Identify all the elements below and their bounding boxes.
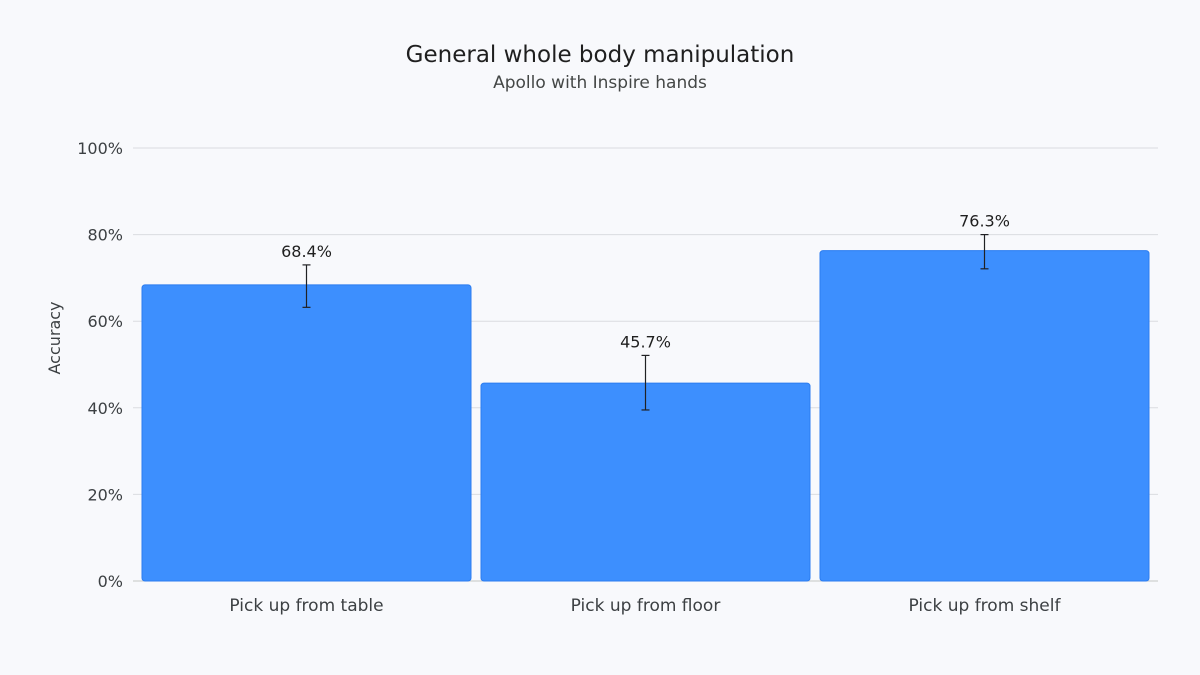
bars <box>141 250 1150 582</box>
bar <box>480 382 811 582</box>
data-labels: 68.4% 45.7% 76.3% <box>281 212 1010 352</box>
y-tick-label: 80% <box>87 226 123 245</box>
error-bar <box>302 264 311 308</box>
error-bars <box>302 234 989 411</box>
y-tick-label: 20% <box>87 485 123 504</box>
y-tick-label: 0% <box>98 572 123 591</box>
data-label: 76.3% <box>959 212 1010 231</box>
y-tick-label: 60% <box>87 312 123 331</box>
y-axis-label: Accuracy <box>45 301 64 374</box>
y-axis-ticks: 0% 20% 40% 60% 80% 100% <box>77 139 123 591</box>
data-label: 68.4% <box>281 242 332 261</box>
data-label: 45.7% <box>620 332 671 351</box>
x-axis-categories: Pick up from table Pick up from floor Pick… <box>229 596 1061 616</box>
x-category-label: Pick up from shelf <box>909 596 1062 616</box>
y-tick-label: 40% <box>87 399 123 418</box>
error-bar <box>641 354 650 411</box>
y-tick-label: 100% <box>77 139 123 158</box>
x-category-label: Pick up from table <box>229 596 383 616</box>
bar <box>141 284 472 582</box>
error-bar <box>980 234 989 270</box>
x-category-label: Pick up from floor <box>571 596 721 616</box>
bar <box>819 250 1150 582</box>
chart-title: General whole body manipulation <box>406 42 795 68</box>
chart-subtitle: Apollo with Inspire hands <box>493 73 707 93</box>
